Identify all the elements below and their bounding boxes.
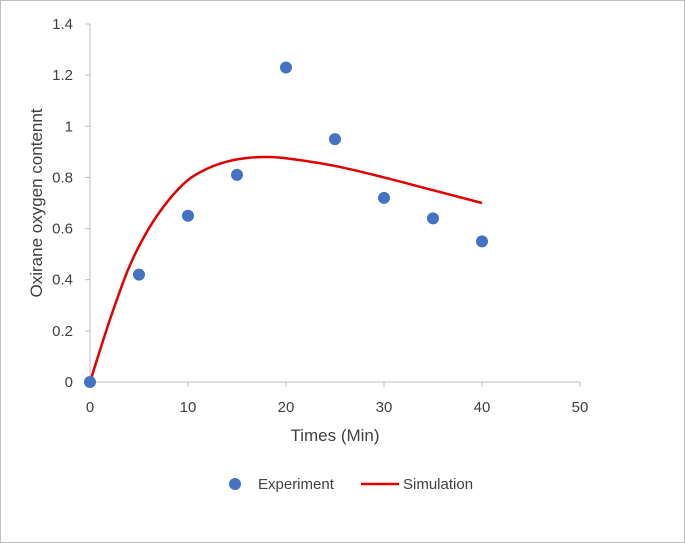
- x-tick-label: 10: [180, 399, 197, 416]
- x-tick-label: 0: [86, 399, 94, 416]
- y-tick-label: 1.4: [52, 16, 73, 33]
- experiment-point: [133, 268, 145, 281]
- y-tick-label: 0.4: [52, 272, 73, 289]
- legend-experiment-label: Experiment: [258, 476, 335, 493]
- legend-simulation-label: Simulation: [403, 476, 473, 493]
- y-tick-label: 0.2: [52, 323, 73, 340]
- y-tick-label: 0.6: [52, 221, 73, 238]
- experiment-point: [378, 191, 390, 204]
- y-tick-labels: 0 0.2 0.4 0.6 0.8 1 1.2 1.4: [52, 16, 73, 391]
- x-tick-label: 20: [278, 399, 295, 416]
- y-tick-label: 1: [65, 118, 73, 135]
- experiment-points: [84, 61, 488, 388]
- y-tick-label: 0: [65, 374, 73, 391]
- x-tick-label: 30: [376, 399, 393, 416]
- experiment-point: [280, 61, 292, 74]
- experiment-point: [84, 376, 96, 388]
- experiment-point: [329, 133, 341, 146]
- experiment-point: [427, 212, 439, 225]
- legend-experiment-marker: [229, 478, 241, 490]
- experiment-point: [476, 235, 488, 248]
- y-tick-marks: [85, 23, 90, 383]
- x-tick-label: 40: [474, 399, 491, 416]
- x-axis-title: Times (Min): [290, 426, 379, 445]
- experiment-point: [231, 168, 243, 181]
- x-tick-label: 50: [572, 399, 589, 416]
- y-tick-label: 0.8: [52, 169, 73, 186]
- simulation-line: [88, 155, 483, 383]
- y-tick-label: 1.2: [52, 67, 73, 84]
- experiment-point: [182, 209, 194, 222]
- x-tick-labels: 0 10 20 30 40 50: [86, 399, 589, 416]
- y-axis-title: Oxirane oxygen contennt: [27, 108, 46, 297]
- legend: Experiment Simulation: [229, 476, 473, 493]
- x-tick-marks: [89, 382, 581, 387]
